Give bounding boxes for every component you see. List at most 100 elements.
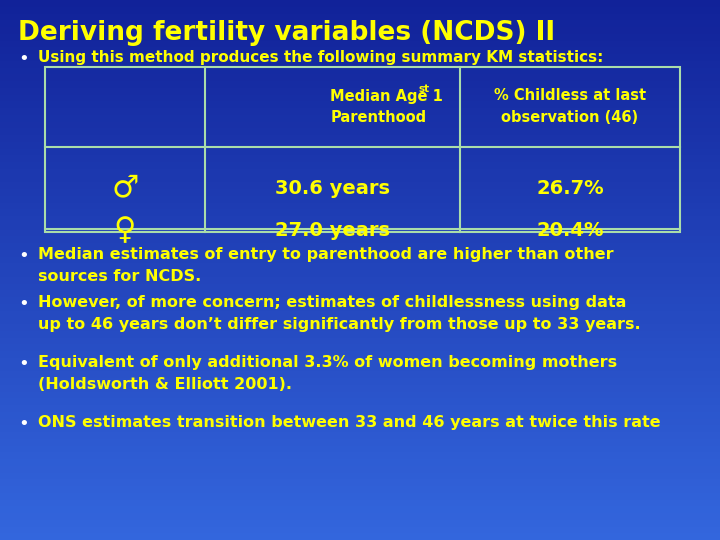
Bar <box>0 282 720 291</box>
Bar <box>0 498 720 507</box>
Bar <box>0 134 720 141</box>
Bar <box>0 336 720 345</box>
Bar <box>0 12 720 20</box>
Text: •: • <box>18 415 29 433</box>
Text: ♀: ♀ <box>114 216 136 245</box>
Bar <box>0 39 720 47</box>
Bar <box>0 343 720 351</box>
Bar <box>0 525 720 534</box>
Bar <box>0 161 720 168</box>
Text: 26.7%: 26.7% <box>536 179 604 198</box>
Text: Median estimates of entry to parenthood are higher than other: Median estimates of entry to parenthood … <box>38 247 613 262</box>
Bar <box>0 471 720 480</box>
Bar <box>0 120 720 128</box>
Bar <box>0 53 720 60</box>
Bar <box>0 444 720 453</box>
Text: •: • <box>18 247 29 265</box>
Bar <box>45 67 680 232</box>
Bar <box>0 6 720 14</box>
Bar <box>0 505 720 513</box>
Bar <box>0 114 720 122</box>
Text: 27.0 years: 27.0 years <box>275 221 390 240</box>
Bar <box>0 465 720 472</box>
Bar <box>0 107 720 115</box>
Bar <box>0 458 720 465</box>
Text: Parenthood: Parenthood <box>330 111 427 125</box>
Bar <box>0 357 720 364</box>
Text: •: • <box>18 295 29 313</box>
Text: Equivalent of only additional 3.3% of women becoming mothers: Equivalent of only additional 3.3% of wo… <box>38 355 617 370</box>
Bar <box>0 46 720 54</box>
Text: sources for NCDS.: sources for NCDS. <box>38 269 202 284</box>
Bar <box>0 262 720 270</box>
Bar <box>0 195 720 202</box>
Bar <box>0 208 720 216</box>
Bar <box>0 384 720 392</box>
Bar <box>0 431 720 438</box>
Text: % Childless at last: % Childless at last <box>494 89 646 104</box>
Bar <box>0 73 720 81</box>
Text: 20.4%: 20.4% <box>536 221 604 240</box>
Bar <box>0 492 720 500</box>
Bar <box>0 141 720 148</box>
Text: (Holdsworth & Elliott 2001).: (Holdsworth & Elliott 2001). <box>38 377 292 392</box>
Bar <box>0 330 720 338</box>
Bar <box>0 87 720 94</box>
Bar <box>0 255 720 263</box>
Bar <box>0 19 720 27</box>
Bar <box>0 0 720 6</box>
Text: Deriving fertility variables (NCDS) II: Deriving fertility variables (NCDS) II <box>18 20 555 46</box>
Bar <box>0 289 720 297</box>
Bar <box>0 519 720 526</box>
Bar <box>0 417 720 426</box>
Bar <box>0 26 720 33</box>
Bar <box>0 147 720 156</box>
Bar <box>0 188 720 195</box>
Bar <box>0 100 720 108</box>
Bar <box>0 377 720 384</box>
Bar <box>0 174 720 183</box>
Bar <box>0 269 720 276</box>
Bar <box>0 66 720 74</box>
Bar <box>0 309 720 317</box>
Bar <box>0 228 720 237</box>
Bar <box>0 390 720 399</box>
Bar <box>0 532 720 540</box>
Text: •: • <box>18 355 29 373</box>
Bar <box>0 242 720 249</box>
Bar <box>0 60 720 68</box>
Text: st: st <box>418 84 430 94</box>
Bar <box>0 478 720 486</box>
Bar <box>0 404 720 411</box>
Bar <box>0 397 720 405</box>
Text: •: • <box>18 50 29 68</box>
Bar <box>0 33 720 40</box>
Bar <box>0 93 720 102</box>
Bar <box>0 323 720 330</box>
Bar <box>0 316 720 324</box>
Bar <box>0 451 720 459</box>
Bar <box>0 438 720 446</box>
Bar <box>0 303 720 310</box>
Text: ONS estimates transition between 33 and 46 years at twice this rate: ONS estimates transition between 33 and … <box>38 415 661 430</box>
Text: ♂: ♂ <box>112 173 139 202</box>
Bar <box>0 370 720 378</box>
Bar <box>0 411 720 418</box>
Text: up to 46 years don’t differ significantly from those up to 33 years.: up to 46 years don’t differ significantl… <box>38 317 641 332</box>
Text: Using this method produces the following summary KM statistics:: Using this method produces the following… <box>38 50 603 65</box>
Bar <box>0 350 720 357</box>
Bar <box>0 154 720 162</box>
Bar <box>0 296 720 303</box>
Bar <box>0 215 720 222</box>
Bar <box>0 235 720 243</box>
Bar <box>0 363 720 372</box>
Text: 30.6 years: 30.6 years <box>275 179 390 198</box>
Bar <box>0 424 720 432</box>
Bar <box>0 512 720 519</box>
Bar <box>0 80 720 87</box>
Text: However, of more concern; estimates of childlessness using data: However, of more concern; estimates of c… <box>38 295 626 310</box>
Bar <box>0 249 720 256</box>
Bar <box>0 181 720 189</box>
Bar <box>0 127 720 135</box>
Bar <box>0 485 720 492</box>
